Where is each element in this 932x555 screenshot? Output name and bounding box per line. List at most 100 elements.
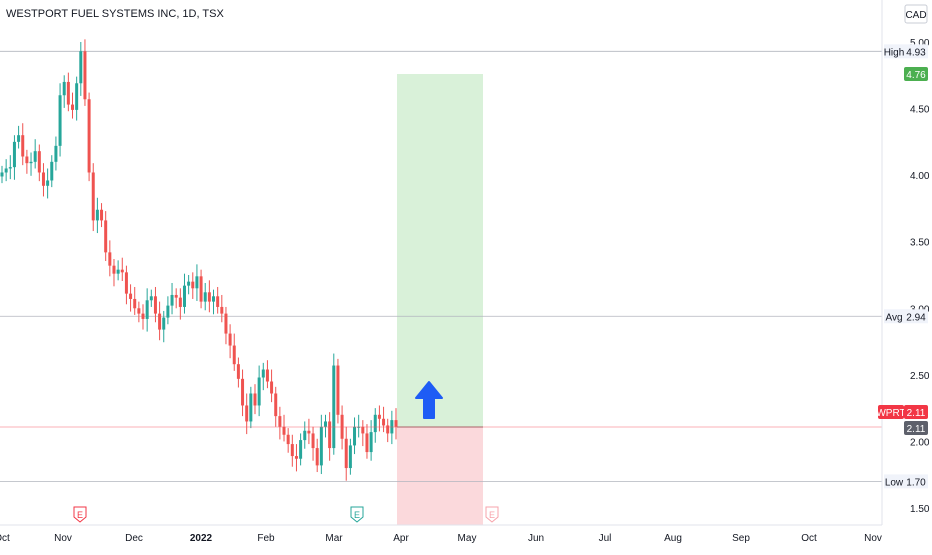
candle (373, 408, 377, 443)
y-tick-label: 4.00 (910, 171, 930, 182)
earnings-icon[interactable]: E (485, 506, 499, 523)
candle-body (344, 438, 348, 469)
candle-body (377, 414, 381, 419)
x-tick-label: Aug (664, 533, 682, 544)
candle-body (290, 444, 294, 457)
candle-body (315, 448, 319, 466)
candle (25, 149, 29, 174)
candle (41, 163, 45, 197)
earnings-label: E (354, 510, 360, 520)
candle-body (46, 180, 50, 186)
candle-body (71, 104, 75, 110)
candle (95, 197, 99, 234)
candle-body (149, 296, 153, 301)
candle-body (249, 393, 253, 422)
candle (116, 260, 120, 281)
last-price-repeat-badge: 2.11 (904, 421, 928, 435)
candle-body (133, 298, 137, 309)
candle-body (294, 456, 298, 459)
candle (265, 360, 269, 389)
candle (91, 163, 95, 232)
candle (50, 155, 54, 188)
ref-label-bg (884, 309, 904, 324)
candle-body (328, 421, 332, 449)
x-tick-label: Nov (864, 533, 882, 544)
candle-body (100, 209, 104, 221)
earnings-icon[interactable]: E (350, 506, 364, 523)
candle-body (50, 161, 54, 181)
candle (212, 289, 216, 315)
candle-body (216, 296, 220, 307)
candle (199, 269, 203, 309)
earnings-label: E (489, 510, 495, 520)
target-price-value: 4.76 (906, 70, 926, 81)
candle-body (220, 306, 224, 314)
candle-body (33, 151, 37, 162)
candle-body (282, 426, 286, 435)
candle-body (158, 313, 162, 330)
candle (299, 433, 303, 466)
candle (54, 136, 58, 171)
candle-body (369, 432, 373, 453)
candle (274, 386, 278, 427)
x-tick-label: Jun (528, 533, 544, 544)
candle-body (224, 313, 228, 334)
x-tick-label: Sep (732, 533, 750, 544)
candle-body (348, 445, 352, 469)
candle (182, 273, 186, 314)
candle-body (212, 296, 216, 302)
ref-label-value: 2.94 (906, 312, 926, 323)
x-tick-label: Jul (599, 533, 612, 544)
candle-body (17, 135, 21, 142)
candle (228, 324, 232, 359)
candle-body (203, 292, 207, 302)
candle (344, 426, 348, 481)
candle-body (29, 161, 33, 164)
currency-label[interactable]: CAD (905, 10, 926, 21)
candle (195, 264, 199, 301)
candle (149, 289, 153, 307)
candle-body (166, 305, 170, 318)
earnings-icon[interactable]: E (73, 506, 87, 523)
candle-body (261, 369, 265, 378)
symbol-badge: WPRT (876, 405, 906, 419)
candle (17, 125, 21, 149)
candle-body (394, 420, 398, 427)
currency-button[interactable]: CAD (904, 4, 928, 24)
candle-body (174, 294, 178, 298)
y-tick-label: 4.50 (910, 105, 930, 116)
candle-body (187, 281, 191, 286)
candle (178, 288, 182, 320)
candle-body (37, 151, 41, 173)
candle-body (286, 434, 290, 445)
last-price-repeat-value: 2.11 (907, 424, 926, 435)
candle (361, 420, 365, 447)
candle (261, 362, 265, 391)
candle (162, 310, 166, 343)
candle (58, 83, 62, 157)
candle (108, 240, 112, 277)
candle-body (373, 414, 377, 433)
candle-body (207, 292, 211, 302)
candle-body (25, 156, 29, 164)
ref-label-name: Avg (885, 312, 902, 323)
candle (71, 92, 75, 119)
candle-body (253, 393, 257, 406)
candles (0, 39, 398, 481)
candle-body (141, 313, 145, 319)
candle (382, 406, 386, 433)
candle (66, 72, 70, 112)
candle-body (241, 378, 245, 406)
candle-body (336, 365, 340, 415)
candle-body (137, 308, 141, 314)
x-tick-label: Apr (393, 533, 409, 544)
x-tick-label: Feb (257, 533, 275, 544)
candle (87, 92, 91, 182)
candle (365, 424, 369, 459)
candle-body (232, 345, 236, 365)
candle (170, 282, 174, 315)
candle-body (361, 426, 365, 434)
